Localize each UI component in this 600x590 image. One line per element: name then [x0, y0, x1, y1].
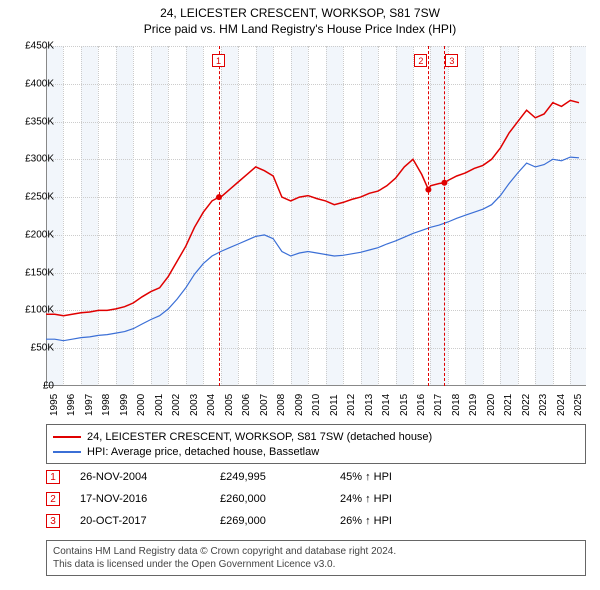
sale-row: 1 26-NOV-2004£249,99545% ↑ HPI: [46, 466, 586, 488]
x-tick-label: 1997: [84, 394, 95, 416]
sale-num-box: 1: [46, 470, 60, 484]
x-tick-label: 2004: [206, 394, 217, 416]
y-tick-label: £400K: [12, 78, 54, 89]
x-tick-label: 2016: [416, 394, 427, 416]
legend-item: 24, LEICESTER CRESCENT, WORKSOP, S81 7SW…: [53, 429, 579, 444]
sale-row: 2 17-NOV-2016£260,00024% ↑ HPI: [46, 488, 586, 510]
x-tick-label: 2002: [171, 394, 182, 416]
y-tick-label: £350K: [12, 116, 54, 127]
legend-swatch: [53, 436, 81, 438]
x-tick-label: 2017: [433, 394, 444, 416]
sale-marker-box: 1: [212, 54, 225, 67]
x-tick-label: 1996: [66, 394, 77, 416]
sale-date: 20-OCT-2017: [80, 515, 220, 527]
x-tick-label: 2024: [556, 394, 567, 416]
y-tick-label: £50K: [12, 343, 54, 354]
x-tick-label: 1998: [101, 394, 112, 416]
title-address: 24, LEICESTER CRESCENT, WORKSOP, S81 7SW: [0, 6, 600, 20]
x-tick-label: 2023: [538, 394, 549, 416]
sale-pct-vs-hpi: 26% ↑ HPI: [340, 515, 440, 527]
x-tick-label: 2011: [329, 394, 340, 416]
legend-box: 24, LEICESTER CRESCENT, WORKSOP, S81 7SW…: [46, 424, 586, 464]
legend-label: HPI: Average price, detached house, Bass…: [87, 446, 319, 458]
legend-label: 24, LEICESTER CRESCENT, WORKSOP, S81 7SW…: [87, 431, 432, 443]
x-tick-label: 2015: [399, 394, 410, 416]
sale-row: 3 20-OCT-2017£269,00026% ↑ HPI: [46, 510, 586, 532]
x-tick-label: 2009: [294, 394, 305, 416]
x-tick-label: 2007: [259, 394, 270, 416]
legend-item: HPI: Average price, detached house, Bass…: [53, 444, 579, 459]
sales-table: 1 26-NOV-2004£249,99545% ↑ HPI 2 17-NOV-201…: [46, 466, 586, 532]
x-tick-label: 2010: [311, 394, 322, 416]
y-tick-label: £100K: [12, 305, 54, 316]
x-tick-label: 2021: [503, 394, 514, 416]
footer-line2: This data is licensed under the Open Gov…: [53, 558, 579, 571]
y-tick-label: £150K: [12, 267, 54, 278]
x-tick-label: 2008: [276, 394, 287, 416]
x-tick-label: 2012: [346, 394, 357, 416]
y-tick-label: £250K: [12, 192, 54, 203]
series-hpi: [46, 157, 579, 341]
y-tick-label: £0: [12, 381, 54, 392]
sale-pct-vs-hpi: 45% ↑ HPI: [340, 471, 440, 483]
sale-marker-box: 2: [414, 54, 427, 67]
sale-num-box: 2: [46, 492, 60, 506]
sale-marker-box: 3: [445, 54, 458, 67]
x-tick-label: 1999: [119, 394, 130, 416]
x-tick-label: 2003: [189, 394, 200, 416]
sale-date: 26-NOV-2004: [80, 471, 220, 483]
x-tick-label: 1995: [49, 394, 60, 416]
legend-swatch: [53, 451, 81, 453]
chart-area: 1 2 3: [46, 46, 586, 386]
series-price_paid: [46, 100, 579, 315]
x-tick-label: 2013: [364, 394, 375, 416]
x-tick-label: 2005: [224, 394, 235, 416]
x-tick-label: 2006: [241, 394, 252, 416]
footer-line1: Contains HM Land Registry data © Crown c…: [53, 545, 579, 558]
x-tick-label: 2025: [573, 394, 584, 416]
y-tick-label: £450K: [12, 41, 54, 52]
x-tick-label: 2018: [451, 394, 462, 416]
sale-pct-vs-hpi: 24% ↑ HPI: [340, 493, 440, 505]
x-tick-label: 2022: [521, 394, 532, 416]
x-tick-label: 2000: [136, 394, 147, 416]
sale-num-box: 3: [46, 514, 60, 528]
x-tick-label: 2014: [381, 394, 392, 416]
title-subtitle: Price paid vs. HM Land Registry's House …: [0, 22, 600, 36]
x-tick-label: 2020: [486, 394, 497, 416]
x-tick-label: 2001: [154, 394, 165, 416]
y-tick-label: £300K: [12, 154, 54, 165]
sale-price: £269,000: [220, 515, 340, 527]
sale-price: £260,000: [220, 493, 340, 505]
line-series-svg: [46, 46, 586, 386]
chart-title-block: 24, LEICESTER CRESCENT, WORKSOP, S81 7SW…: [0, 0, 600, 36]
footer-attribution: Contains HM Land Registry data © Crown c…: [46, 540, 586, 576]
y-tick-label: £200K: [12, 229, 54, 240]
sale-price: £249,995: [220, 471, 340, 483]
x-tick-label: 2019: [468, 394, 479, 416]
sale-date: 17-NOV-2016: [80, 493, 220, 505]
